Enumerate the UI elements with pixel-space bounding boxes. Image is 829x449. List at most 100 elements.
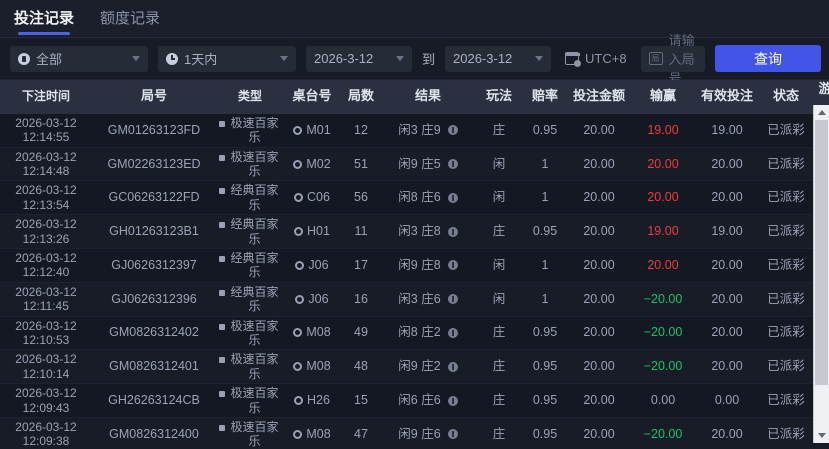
cell-status: 已派彩 (760, 417, 812, 449)
cell-table-no: C06 (284, 180, 340, 216)
table-row[interactable]: 2026-03-12 12:13:54 GC06263122FD 经典百家乐 C06 56… (0, 180, 829, 216)
cell-win-loss: 20.00 (632, 180, 694, 216)
game-type-label: 极速百家乐 (230, 149, 279, 179)
info-icon[interactable] (447, 294, 458, 305)
cell-bet-time: 2026-03-12 12:09:38 (0, 417, 92, 449)
info-icon[interactable] (447, 260, 458, 271)
scroll-up-button[interactable] (814, 105, 829, 120)
date-from-picker[interactable]: 2026-3-12 (306, 45, 412, 72)
table-row[interactable]: 2026-03-12 12:09:43 GH26263124CB 极速百家乐 H26 15… (0, 383, 829, 418)
query-button[interactable]: 查询 (715, 45, 821, 72)
clock-icon (166, 52, 178, 65)
col-bet-amount[interactable]: 投注金额 (566, 80, 632, 114)
cell-table-no: J06 (284, 282, 340, 317)
info-icon[interactable] (447, 192, 458, 203)
category-select[interactable]: 全部 (10, 45, 148, 72)
col-status[interactable]: 状态 (760, 80, 812, 114)
cell-hand-count: 15 (340, 383, 382, 418)
chevron-down-icon (280, 56, 288, 61)
cell-bet-amount: 20.00 (566, 282, 632, 317)
cell-bet-time: 2026-03-12 12:14:55 (0, 113, 92, 148)
col-result[interactable]: 结果 (382, 80, 474, 114)
table-row[interactable]: 2026-03-12 12:14:48 GM02263123ED 极速百家乐 M02 51… (0, 147, 829, 182)
tab-credit-records-label: 额度记录 (100, 9, 161, 27)
col-win-loss[interactable]: 输赢 (632, 80, 694, 114)
table-dot-icon (294, 396, 304, 406)
result-label: 闲3 庄6 (398, 291, 441, 306)
table-row[interactable]: 2026-03-12 12:10:14 GM0826312401 极速百家乐 M08 48… (0, 349, 829, 385)
cell-valid-bet: 20.00 (694, 282, 760, 317)
scrollbar-track[interactable] (814, 120, 829, 428)
result-label: 闲9 庄8 (398, 257, 441, 272)
date-to-picker[interactable]: 2026-3-12 (445, 45, 552, 72)
info-icon[interactable] (447, 125, 458, 136)
col-odds[interactable]: 赔率 (524, 80, 566, 114)
info-icon[interactable] (447, 429, 458, 440)
table-row[interactable]: 2026-03-12 12:13:26 GH01263123B1 经典百家乐 H01 11… (0, 214, 829, 249)
cell-hand-count: 11 (340, 214, 382, 249)
col-valid-bet[interactable]: 有效投注 (694, 80, 760, 114)
cell-bet-time: 2026-03-12 12:10:14 (0, 349, 92, 385)
table-row[interactable]: 2026-03-12 12:12:40 GJ0626312397 经典百家乐 J06 17… (0, 248, 829, 283)
table-row[interactable]: 2026-03-12 12:14:55 GM01263123FD 极速百家乐 M01 12… (0, 113, 829, 148)
cell-round-no: GH01263123B1 (92, 214, 216, 249)
cell-result: 闲9 庄2 (382, 349, 474, 385)
cell-bet-time: 2026-03-12 12:11:45 (0, 282, 92, 317)
col-hand-count[interactable]: 局数 (340, 80, 382, 114)
cell-play-type: 闲 (474, 248, 524, 283)
game-type-icon (219, 222, 225, 229)
cell-table-no: M02 (284, 147, 340, 182)
col-table-no[interactable]: 桌台号 (284, 80, 340, 114)
cell-status: 已派彩 (760, 349, 812, 385)
cell-hand-count: 56 (340, 180, 382, 216)
scroll-down-button[interactable] (814, 428, 829, 443)
cell-valid-bet: 19.00 (694, 113, 760, 148)
game-type-icon (219, 120, 225, 127)
result-label: 闲9 庄2 (398, 359, 441, 374)
cell-round-no: GJ0626312396 (92, 282, 216, 317)
col-play-type[interactable]: 玩法 (474, 80, 524, 114)
timezone-selector[interactable]: UTC+8 (561, 51, 631, 67)
game-type-icon (219, 424, 225, 431)
cell-result: 闲3 庄6 (382, 282, 474, 317)
cell-play-type: 庄 (474, 349, 524, 385)
info-icon[interactable] (447, 159, 458, 170)
cell-game-type: 经典百家乐 (216, 214, 284, 249)
col-bet-time[interactable]: 下注时间 (0, 80, 92, 114)
cell-round-no: GM0826312402 (92, 316, 216, 351)
date-from-value: 2026-3-12 (314, 51, 374, 66)
cell-bet-amount: 20.00 (566, 349, 632, 385)
cell-odds: 1 (524, 248, 566, 283)
game-type-label: 极速百家乐 (230, 318, 279, 347)
table-row[interactable]: 2026-03-12 12:10:53 GM0826312402 极速百家乐 M08 49… (0, 316, 829, 351)
info-icon[interactable] (447, 395, 458, 406)
tab-betting-records[interactable]: 投注记录 (14, 3, 74, 35)
col-game-type[interactable]: 类型 (216, 80, 284, 114)
cell-result: 闲8 庄2 (382, 316, 474, 351)
records-table-head: 下注时间 局号 类型 桌台号 局数 结果 玩法 赔率 投注金额 输赢 有效投注 … (0, 80, 829, 114)
period-select-value: 1天内 (184, 52, 218, 67)
table-row[interactable]: 2026-03-12 12:09:38 GM0826312400 极速百家乐 M08 47… (0, 417, 829, 449)
cell-win-loss: 20.00 (632, 248, 694, 283)
table-no-label: M02 (306, 156, 331, 171)
info-icon[interactable] (447, 226, 458, 237)
scrollbar-thumb[interactable] (815, 120, 828, 385)
game-type-icon (219, 188, 225, 195)
cell-bet-amount: 20.00 (566, 113, 632, 148)
cell-hand-count: 16 (340, 282, 382, 317)
cell-game-type: 经典百家乐 (216, 248, 284, 283)
cell-hand-count: 51 (340, 147, 382, 182)
period-select[interactable]: 1天内 (158, 45, 296, 72)
cell-odds: 1 (524, 147, 566, 182)
info-icon[interactable] (447, 327, 458, 338)
tab-credit-records[interactable]: 额度记录 (100, 3, 160, 35)
info-icon[interactable] (447, 361, 458, 372)
table-dot-icon (295, 260, 305, 270)
cell-result: 闲3 庄8 (382, 214, 474, 249)
table-row[interactable]: 2026-03-12 12:11:45 GJ0626312396 经典百家乐 J06 16… (0, 282, 829, 317)
cell-bet-amount: 20.00 (566, 316, 632, 351)
table-vertical-scrollbar[interactable] (813, 105, 829, 443)
result-label: 闲9 庄6 (398, 426, 441, 441)
col-round-no[interactable]: 局号 (92, 80, 216, 114)
round-search-field[interactable]: 局 请输入局号 (640, 33, 705, 86)
